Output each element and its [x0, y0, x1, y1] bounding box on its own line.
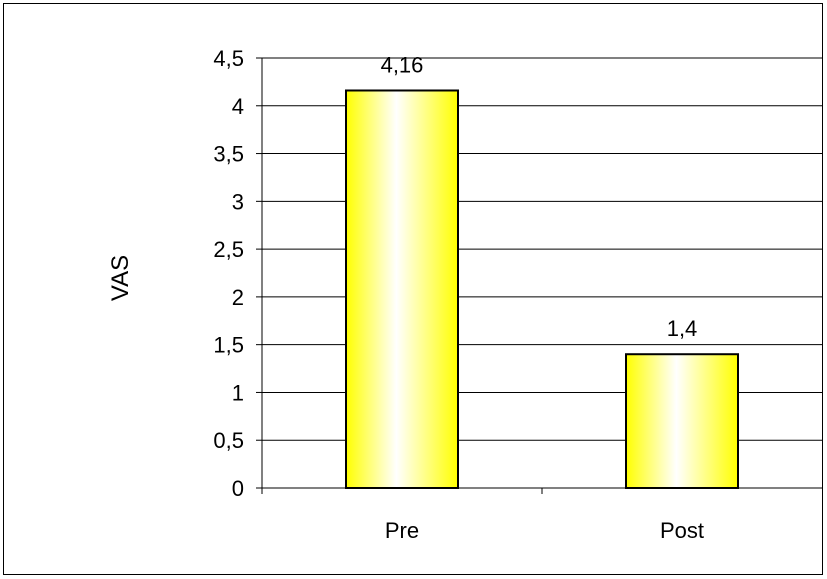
y-tick-label: 4 — [232, 94, 244, 119]
y-axis-title: VAS — [107, 255, 134, 301]
bars — [345, 89, 739, 489]
x-tick-label-pre: Pre — [385, 518, 419, 543]
y-tick-label: 1 — [232, 380, 244, 405]
data-label-pre: 4,16 — [381, 52, 424, 77]
y-tick-label: 4,5 — [213, 46, 244, 71]
y-tick-label: 0 — [232, 476, 244, 501]
bar-pre — [345, 89, 459, 489]
y-tick-label: 2 — [232, 285, 244, 310]
y-tick-label: 3 — [232, 189, 244, 214]
data-label-post: 1,4 — [667, 316, 698, 341]
y-tick-label: 1,5 — [213, 333, 244, 358]
bar-post — [625, 353, 739, 489]
y-tick-label: 2,5 — [213, 237, 244, 262]
y-tick-label: 0,5 — [213, 428, 244, 453]
x-tick-label-post: Post — [660, 518, 704, 543]
labels: 0 0,5 1 1,5 2 2,5 3 3,5 4 4,5 4,16 Pre 1,4 Post — [213, 46, 704, 543]
y-tick-label: 3,5 — [213, 142, 244, 167]
